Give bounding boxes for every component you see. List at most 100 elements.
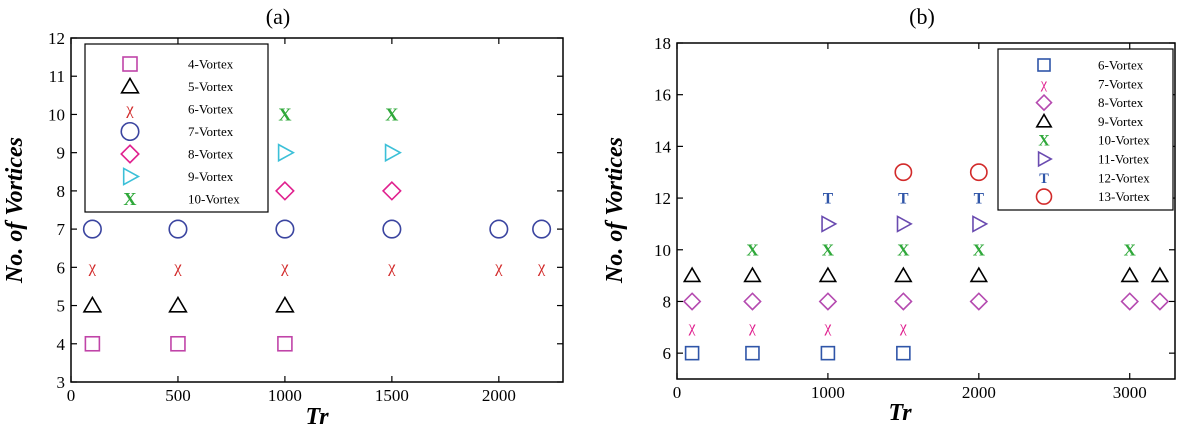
panel-a-y-tick-label: 8 — [57, 182, 66, 201]
panel-b-x-tick-label: 3000 — [1113, 383, 1147, 402]
panel-b-legend-label-8-vortex: 8-Vortex — [1098, 95, 1144, 110]
panel-b-y-ticks: 6 8 10 12 14 16 18 — [654, 34, 1175, 363]
panel-a-legend-symbol-7-vortex — [120, 121, 140, 142]
panel-a-y-tick-label: 7 — [57, 220, 66, 239]
panel-b-y-tick-label: 14 — [654, 137, 672, 156]
panel-b-point-9-vortex — [743, 266, 762, 283]
panel-b-legend-box — [997, 48, 1174, 211]
panel-b-x-tick-label: 1000 — [811, 383, 845, 402]
panel-a-plot-frame — [70, 37, 564, 383]
panel-a-point-5-vortex — [275, 295, 295, 313]
panel-b-point-7-vortex: χ — [748, 319, 756, 336]
panel-b-point-13-vortex — [969, 163, 988, 182]
panel-b-y-tick-label: 10 — [654, 241, 671, 260]
panel-b-legend-label-6-vortex: 6-Vortex — [1098, 58, 1144, 73]
panel-b-legend-symbol-7-vortex: χ — [1040, 76, 1048, 92]
panel-b-point-13-vortex — [894, 163, 913, 182]
panel-a-title: (a) — [266, 4, 290, 29]
panel-b-point-12-vortex: T — [823, 191, 834, 208]
panel-b-point-12-vortex: T — [974, 191, 985, 208]
panel-a-y-tick-label: 5 — [57, 297, 66, 316]
panel-a-point-7-vortex — [82, 219, 102, 239]
panel-b-point-7-vortex: χ — [823, 319, 831, 336]
panel-b-point-9-vortex — [894, 266, 913, 283]
panel-b-y-tick-label: 12 — [654, 189, 671, 208]
panel-b-legend-symbol-9-vortex — [1035, 112, 1053, 128]
panel-a-y-tick-label: 11 — [49, 67, 65, 86]
panel-a-x-tick-label: 1000 — [268, 386, 302, 405]
panel-b-point-9-vortex — [818, 266, 838, 283]
panel-b-point-6-vortex — [896, 345, 911, 361]
panel-b-point-12-vortex: T — [898, 191, 909, 208]
panel-a-legend-symbol-8-vortex — [120, 144, 140, 164]
panel-a-y-tick-label: 12 — [48, 29, 65, 48]
panel-b-legend-symbol-10-vortex: X — [1038, 132, 1050, 149]
panel-b-point-8-vortex — [894, 292, 913, 311]
panel-a-legend-label-4-vortex: 4-Vortex — [188, 57, 234, 72]
panel-b-legend-symbol-12-vortex: T — [1039, 171, 1049, 187]
panel-a-point-7-vortex — [532, 219, 552, 239]
panel-a-legend-symbol-4-vortex — [122, 56, 138, 72]
panel-a-point-6-vortex: χ — [88, 258, 97, 277]
panel-b-legend-label-11-vortex: 11-Vortex — [1098, 152, 1150, 167]
panel-b-point-10-vortex: X — [897, 240, 909, 259]
panel-a-legend-symbol-6-vortex: χ — [125, 99, 134, 118]
panel-b-point-9-vortex — [969, 266, 989, 283]
panel-a-legend-label-9-vortex: 9-Vortex — [188, 169, 234, 184]
panel-a-point-5-vortex — [82, 295, 103, 313]
panel-b-point-7-vortex: χ — [899, 319, 907, 336]
panel-a-x-tick-label: 500 — [165, 386, 191, 405]
panel-a-point-6-vortex: χ — [387, 258, 396, 277]
panel-b-point-9-vortex — [1120, 266, 1139, 283]
panel-b-point-11-vortex — [821, 215, 838, 233]
panel-b-point-11-vortex — [972, 215, 989, 233]
panel-a-point-8-vortex — [275, 181, 295, 201]
panel-a-point-6-vortex: χ — [537, 258, 546, 277]
panel-b-legend-symbol-8-vortex — [1035, 93, 1053, 112]
panel-b-point-6-vortex — [745, 345, 760, 361]
panel-b-legend-label-7-vortex: 7-Vortex — [1098, 76, 1144, 91]
panel-b: (b) 6 8 10 12 14 16 18 0 1000 2000 3000 χ χ χ χ X X X X X… — [602, 4, 1176, 426]
panel-b-point-6-vortex — [820, 345, 836, 361]
panel-a-point-7-vortex — [489, 219, 509, 239]
panel-a-legend-label-7-vortex: 7-Vortex — [188, 124, 234, 139]
panel-a-y-tick-label: 9 — [57, 144, 66, 163]
panel-a-y-ticks: 3 4 5 6 7 8 9 10 11 12 — [48, 29, 563, 392]
panel-b-plot-frame — [676, 42, 1176, 380]
panel-a-point-6-vortex: χ — [173, 258, 182, 277]
panel-b-y-tick-label: 8 — [663, 292, 672, 311]
panel-b-point-6-vortex — [684, 345, 700, 361]
panel-b-legend: 6-Vortex χ 7-Vortex 8-Vortex 9-Vortex X 10-Vor… — [997, 48, 1174, 211]
panel-a-legend-label-5-vortex: 5-Vortex — [188, 79, 234, 94]
panel-a-point-6-vortex: χ — [494, 258, 503, 277]
panel-b-point-9-vortex — [682, 266, 702, 283]
panel-b-point-8-vortex — [969, 292, 989, 311]
panel-a-x-axis-title: Tr — [305, 404, 329, 430]
panel-a-y-tick-label: 6 — [57, 258, 66, 277]
panel-a-y-axis-title: No. of Vortices — [2, 137, 28, 284]
panel-b-point-10-vortex: X — [973, 240, 985, 259]
panel-b-y-axis-title: No. of Vortices — [602, 137, 628, 284]
panel-a-point-10-vortex: X — [278, 104, 291, 124]
panel-a-y-tick-label: 3 — [57, 373, 66, 392]
panel-b-x-ticks: 0 1000 2000 3000 — [673, 43, 1147, 402]
panel-b-legend-symbol-6-vortex — [1037, 58, 1051, 72]
panel-a-point-9-vortex — [277, 143, 295, 163]
panel-b-y-tick-label: 6 — [663, 344, 672, 363]
panel-a-legend-box — [84, 43, 269, 213]
panel-a-legend-label-10-vortex: 10-Vortex — [188, 192, 240, 207]
panel-b-legend-label-10-vortex: 10-Vortex — [1098, 133, 1150, 148]
panel-a-point-9-vortex — [384, 143, 402, 163]
panel-a-point-4-vortex — [277, 335, 293, 352]
panel-b-legend-label-13-vortex: 13-Vortex — [1098, 189, 1150, 204]
panel-b-point-8-vortex — [818, 292, 838, 311]
panel-b-legend-label-9-vortex: 9-Vortex — [1098, 114, 1144, 129]
panel-b-legend-label-12-vortex: 12-Vortex — [1098, 170, 1150, 185]
panel-b-point-9-vortex — [1150, 266, 1170, 283]
panel-b-title: (b) — [909, 4, 935, 29]
panel-a-point-4-vortex — [84, 335, 101, 352]
panel-a-point-7-vortex — [382, 219, 402, 239]
panel-a-marks: χ χ χ χ χ χ X X — [82, 104, 552, 352]
